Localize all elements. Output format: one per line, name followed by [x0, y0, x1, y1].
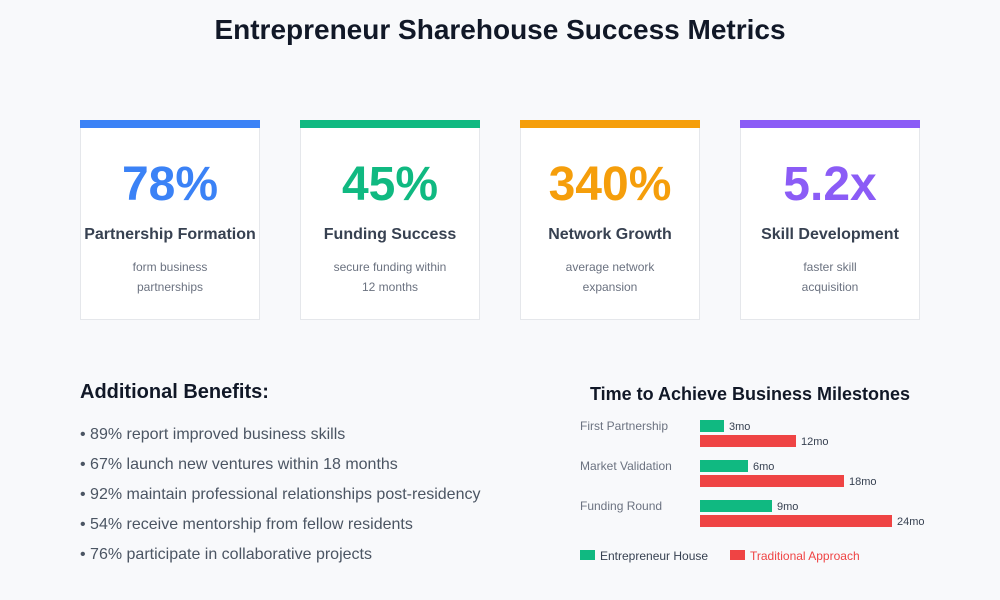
benefit-item: • 92% maintain professional relationship…: [80, 486, 481, 503]
metric-label: Skill Development: [761, 226, 899, 243]
metric-description: secure funding within 12 months: [325, 257, 455, 297]
metric-description-line: form business: [132, 260, 208, 274]
legend-label: Traditional Approach: [750, 549, 860, 563]
bar-value-label: 6mo: [753, 461, 774, 473]
bar: [700, 420, 724, 432]
card-accent-bar: [300, 120, 480, 128]
metric-card-partnership: 78% Partnership Formation form business …: [80, 120, 260, 320]
metric-label: Funding Success: [323, 226, 457, 243]
metric-description: form business partnerships: [105, 257, 235, 297]
metric-label: Network Growth: [548, 226, 672, 243]
metric-description-line: secure funding within: [333, 260, 447, 274]
metric-description-line: acquisition: [801, 280, 859, 294]
bar: [700, 475, 844, 487]
metric-description-line: average network: [565, 260, 655, 274]
benefit-item: • 89% report improved business skills: [80, 426, 346, 443]
bar-value-label: 12mo: [801, 436, 829, 448]
metric-description: faster skill acquisition: [765, 257, 895, 297]
card-accent-bar: [80, 120, 260, 128]
legend-swatch: [580, 550, 595, 560]
benefit-item: • 76% participate in collaborative proje…: [80, 546, 372, 563]
bar-value-label: 24mo: [897, 516, 925, 528]
card-accent-bar: [740, 120, 920, 128]
bar: [700, 435, 796, 447]
legend-label: Entrepreneur House: [600, 549, 708, 563]
metric-description-line: faster skill: [803, 260, 857, 274]
category-label: First Partnership: [580, 419, 668, 433]
metric-card-network: 340% Network Growth average network expa…: [520, 120, 700, 320]
bar: [700, 515, 892, 527]
chart-title: Time to Achieve Business Milestones: [590, 384, 910, 404]
metric-description-line: 12 months: [361, 280, 419, 294]
metric-description-line: partnerships: [136, 280, 204, 294]
benefit-item: • 67% launch new ventures within 18 mont…: [80, 456, 398, 473]
category-label: Funding Round: [580, 499, 662, 513]
legend-swatch: [730, 550, 745, 560]
metric-card-funding: 45% Funding Success secure funding withi…: [300, 120, 480, 320]
benefits-title: Additional Benefits:: [80, 381, 269, 403]
bar-value-label: 9mo: [777, 501, 798, 513]
metric-description: average network expansion: [545, 257, 675, 297]
metric-value: 5.2x: [783, 158, 877, 211]
metric-label: Partnership Formation: [84, 226, 256, 243]
milestone-chart: Time to Achieve Business Milestones First…: [580, 384, 925, 563]
benefit-item: • 54% receive mentorship from fellow res…: [80, 516, 413, 533]
metric-value: 340%: [548, 158, 672, 211]
page-title: Entrepreneur Sharehouse Success Metrics: [214, 14, 786, 45]
metric-value: 45%: [341, 158, 439, 211]
metric-description-line: expansion: [582, 280, 638, 294]
bar-value-label: 18mo: [849, 476, 877, 488]
bar-value-label: 3mo: [729, 421, 750, 433]
card-accent-bar: [520, 120, 700, 128]
bar: [700, 500, 772, 512]
bar: [700, 460, 748, 472]
category-label: Market Validation: [580, 459, 672, 473]
metric-value: 78%: [121, 158, 219, 211]
metric-card-skill: 5.2x Skill Development faster skill acqu…: [740, 120, 920, 320]
